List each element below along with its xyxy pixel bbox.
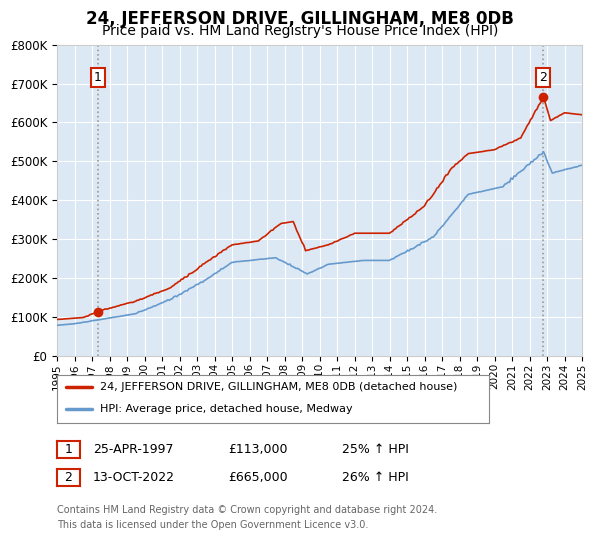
Text: 24, JEFFERSON DRIVE, GILLINGHAM, ME8 0DB (detached house): 24, JEFFERSON DRIVE, GILLINGHAM, ME8 0DB… [100, 382, 458, 392]
Text: £113,000: £113,000 [228, 442, 287, 456]
Text: HPI: Average price, detached house, Medway: HPI: Average price, detached house, Medw… [100, 404, 353, 414]
Text: 26% ↑ HPI: 26% ↑ HPI [342, 470, 409, 484]
Text: 1: 1 [94, 71, 101, 85]
Text: 25-APR-1997: 25-APR-1997 [93, 442, 173, 456]
Text: £665,000: £665,000 [228, 470, 287, 484]
Text: Price paid vs. HM Land Registry's House Price Index (HPI): Price paid vs. HM Land Registry's House … [102, 24, 498, 38]
Text: 2: 2 [64, 470, 73, 484]
Text: Contains HM Land Registry data © Crown copyright and database right 2024.
This d: Contains HM Land Registry data © Crown c… [57, 505, 437, 530]
Text: 2: 2 [539, 71, 547, 85]
Text: 13-OCT-2022: 13-OCT-2022 [93, 470, 175, 484]
Text: 24, JEFFERSON DRIVE, GILLINGHAM, ME8 0DB: 24, JEFFERSON DRIVE, GILLINGHAM, ME8 0DB [86, 10, 514, 28]
Text: 25% ↑ HPI: 25% ↑ HPI [342, 442, 409, 456]
Text: 1: 1 [64, 442, 73, 456]
